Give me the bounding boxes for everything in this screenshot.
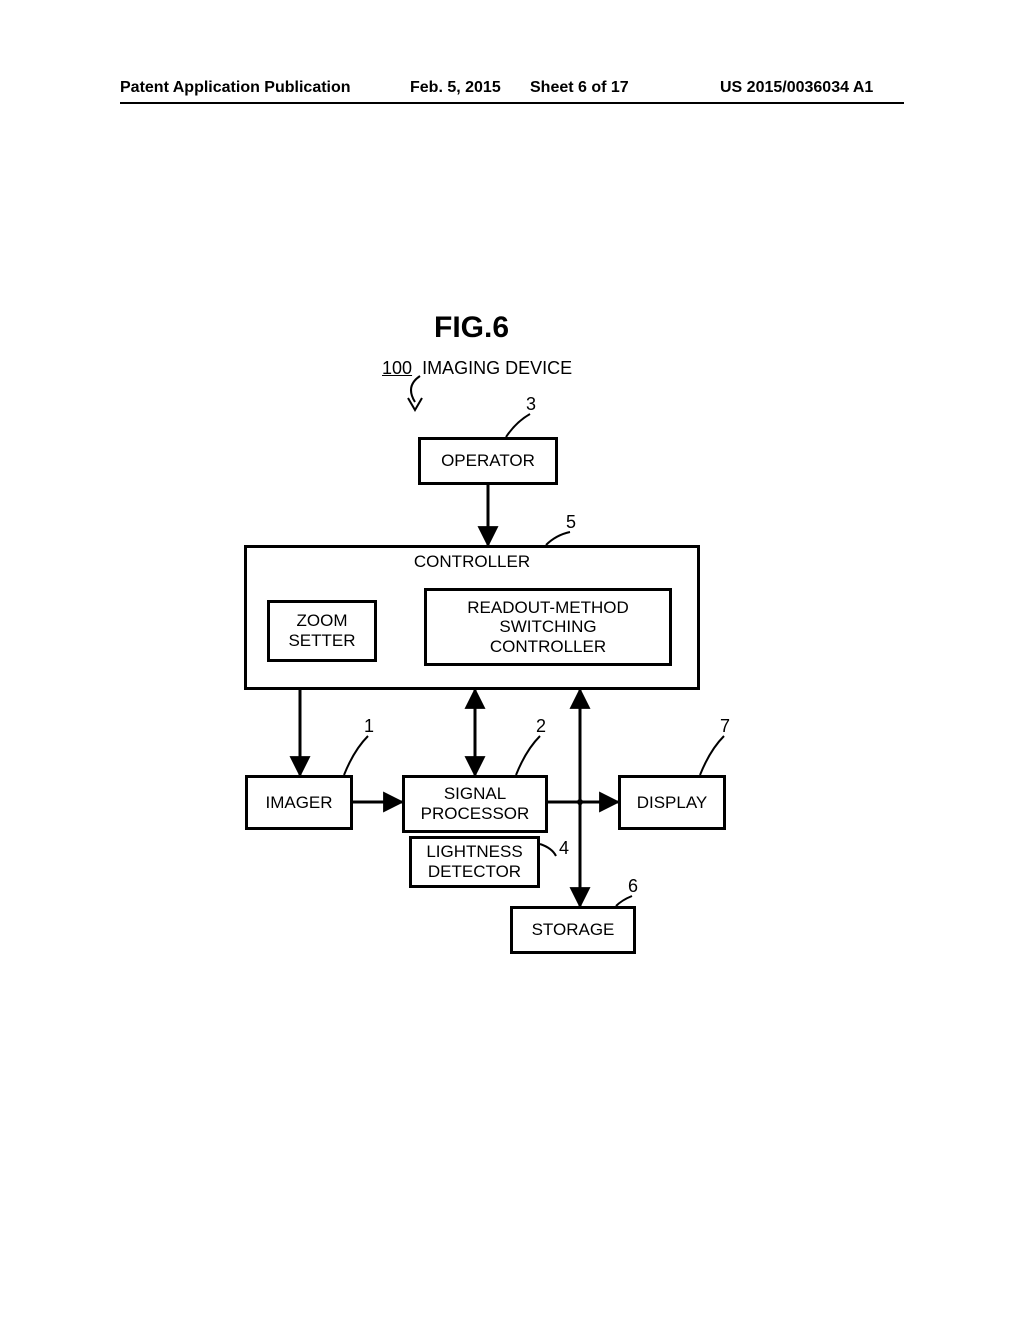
zoom-setter-label: ZOOM SETTER — [288, 611, 355, 650]
imager-box: IMAGER — [245, 775, 353, 830]
controller-label: CONTROLLER — [247, 552, 697, 572]
signal-proc-label: SIGNAL PROCESSOR — [421, 784, 530, 823]
signal-proc-box: SIGNAL PROCESSOR — [402, 775, 548, 833]
readout-ctrl-box: READOUT-METHOD SWITCHING CONTROLLER — [424, 588, 672, 666]
display-label: DISPLAY — [637, 793, 708, 813]
storage-box: STORAGE — [510, 906, 636, 954]
display-box: DISPLAY — [618, 775, 726, 830]
zoom-setter-box: ZOOM SETTER — [267, 600, 377, 662]
imager-label: IMAGER — [265, 793, 332, 813]
readout-ctrl-label: READOUT-METHOD SWITCHING CONTROLLER — [467, 598, 629, 657]
lightness-box: LIGHTNESS DETECTOR — [409, 836, 540, 888]
storage-label: STORAGE — [532, 920, 615, 940]
operator-label: OPERATOR — [441, 451, 535, 471]
lightness-label: LIGHTNESS DETECTOR — [426, 842, 522, 881]
operator-box: OPERATOR — [418, 437, 558, 485]
